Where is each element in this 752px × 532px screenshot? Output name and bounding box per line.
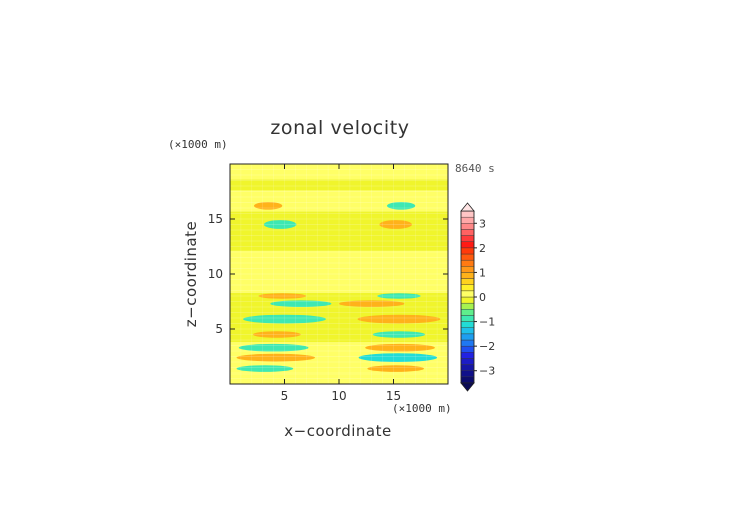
colorbar-tick-label: −1 bbox=[479, 316, 495, 329]
x-tick-label: 15 bbox=[386, 389, 401, 403]
y-axis: 5 10 15 bbox=[208, 212, 448, 336]
plot-area bbox=[230, 164, 448, 384]
x-tick-label: 5 bbox=[281, 389, 289, 403]
colorbar-segment bbox=[460, 223, 475, 230]
colorbar-segment bbox=[460, 278, 475, 285]
colorbar-tick-label: −3 bbox=[479, 365, 495, 378]
field-band bbox=[230, 250, 448, 293]
field-blob bbox=[253, 201, 283, 210]
field-blob bbox=[243, 314, 326, 324]
colorbar-segment bbox=[460, 309, 475, 316]
field-blob bbox=[238, 343, 309, 352]
colorbar-tick-label: 3 bbox=[479, 217, 486, 230]
field-blob bbox=[252, 331, 301, 338]
colorbar-segment bbox=[460, 358, 475, 365]
field-blob bbox=[270, 300, 332, 308]
y-tick-label: 15 bbox=[208, 212, 223, 226]
colorbar-segment bbox=[460, 376, 475, 384]
chart-title: zonal velocity bbox=[270, 117, 409, 139]
colorbar-segment bbox=[460, 352, 475, 359]
field-blob bbox=[258, 293, 307, 299]
colorbar-segment bbox=[460, 272, 475, 279]
field-blob bbox=[339, 300, 405, 308]
colorbar-extend-max bbox=[460, 202, 475, 212]
field-blob bbox=[372, 331, 426, 338]
colorbar-segment bbox=[460, 315, 475, 322]
field-blob bbox=[386, 201, 416, 210]
y-axis-label: z−coordinate bbox=[182, 221, 200, 327]
field-blob bbox=[236, 365, 294, 372]
x-axis: 5 10 15 bbox=[281, 164, 401, 403]
colorbar-segment bbox=[460, 229, 475, 236]
colorbar-segment bbox=[460, 339, 475, 347]
field-blob bbox=[367, 365, 425, 372]
colorbar-segment bbox=[460, 284, 475, 292]
colorbar-segment bbox=[460, 247, 475, 255]
colorbar-segment bbox=[460, 259, 475, 267]
field-blob bbox=[263, 220, 297, 229]
field-blob bbox=[379, 220, 413, 229]
colorbar: −3 −2 −1 0 1 2 3 bbox=[460, 202, 495, 392]
x-axis-label: x−coordinate bbox=[284, 422, 391, 440]
field-blob bbox=[377, 293, 421, 299]
colorbar-segment bbox=[460, 302, 475, 310]
field-blob bbox=[358, 353, 438, 362]
field-blob bbox=[365, 343, 435, 352]
colorbar-segment bbox=[460, 296, 475, 304]
field-band bbox=[230, 211, 448, 251]
colorbar-segment bbox=[460, 321, 475, 328]
field-band bbox=[230, 179, 448, 191]
colorbar-segment bbox=[460, 364, 475, 371]
time-label: 8640 s bbox=[455, 162, 495, 175]
colorbar-tick-label: −2 bbox=[479, 340, 495, 353]
colorbar-segment bbox=[460, 266, 475, 273]
colorbar-segment bbox=[460, 241, 475, 249]
y-tick-label: 10 bbox=[208, 267, 223, 281]
y-tick-label: 5 bbox=[215, 322, 223, 336]
colorbar-segment bbox=[460, 216, 475, 224]
colorbar-tick-label: 1 bbox=[479, 266, 486, 279]
colorbar-tick-label: 0 bbox=[479, 291, 486, 304]
colorbar-segment bbox=[460, 345, 475, 353]
colorbar-segment bbox=[460, 327, 475, 335]
x-tick-label: 10 bbox=[331, 389, 346, 403]
colorbar-tick-label: 2 bbox=[479, 242, 486, 255]
y-unit-label: (×1000 m) bbox=[168, 138, 228, 151]
colorbar-segment bbox=[460, 370, 475, 378]
colorbar-extend-min bbox=[460, 382, 475, 392]
field-blob bbox=[357, 314, 441, 324]
x-unit-label: (×1000 m) bbox=[392, 402, 452, 415]
field-blob bbox=[236, 353, 316, 362]
colorbar-segment bbox=[460, 235, 475, 242]
colorbar-segment bbox=[460, 210, 475, 218]
colorbar-segment bbox=[460, 253, 475, 261]
colorbar-segment bbox=[460, 333, 475, 341]
colorbar-segment bbox=[460, 290, 475, 298]
